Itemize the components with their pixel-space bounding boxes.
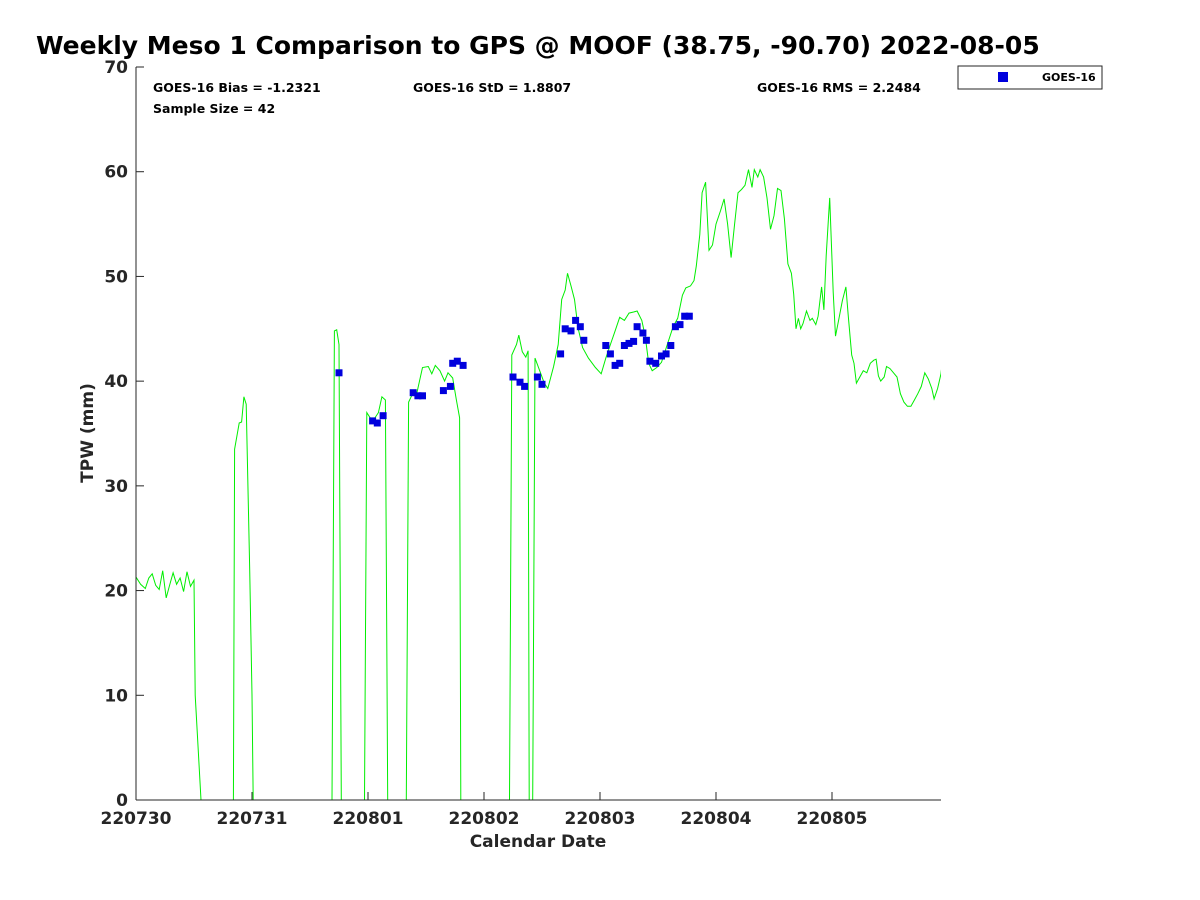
- goes16-point: [681, 312, 689, 320]
- y-tick-label: 0: [116, 791, 128, 811]
- x-tick-label: 220802: [449, 809, 520, 829]
- x-axis-label: Calendar Date: [470, 832, 607, 852]
- x-tick-label: 220804: [681, 809, 752, 829]
- goes16-point: [652, 359, 660, 367]
- goes16-point: [633, 323, 641, 331]
- series-layer: [136, 167, 941, 800]
- goes16-point: [379, 412, 387, 420]
- goes16-point: [557, 350, 565, 358]
- y-tick-label: 60: [104, 163, 128, 183]
- goes16-point: [646, 357, 654, 365]
- goes16-point: [459, 361, 467, 369]
- goes16-point: [685, 312, 693, 320]
- sample-size-stat: Sample Size = 42: [153, 101, 275, 116]
- goes16-point: [611, 361, 619, 369]
- goes16-point: [676, 321, 684, 329]
- goes16-point: [572, 316, 580, 324]
- goes16-point: [521, 382, 529, 390]
- legend-box: [957, 65, 1103, 90]
- std-stat: GOES-16 StD = 1.8807: [413, 80, 571, 95]
- goes16-point: [446, 382, 454, 390]
- goes16-point: [567, 327, 575, 335]
- legend-marker: [998, 72, 1008, 82]
- goes16-point: [606, 350, 614, 358]
- goes16-point: [616, 359, 624, 367]
- goes16-point: [538, 380, 546, 388]
- goes16-point: [335, 369, 343, 377]
- goes16-point: [369, 417, 377, 425]
- goes16-point: [509, 373, 517, 381]
- goes16-point: [662, 350, 670, 358]
- y-tick-label: 50: [104, 267, 128, 287]
- goes16-point: [658, 352, 665, 360]
- x-tick-label: 220805: [797, 809, 868, 829]
- bias-stat: GOES-16 Bias = -1.2321: [153, 80, 321, 95]
- goes16-point: [667, 342, 675, 349]
- goes16-point: [602, 342, 610, 349]
- goes16-point: [620, 342, 628, 349]
- goes16-point: [625, 339, 633, 347]
- goes16-point: [409, 389, 417, 397]
- goes16-point: [533, 373, 541, 381]
- x-tick-label: 220731: [217, 809, 288, 829]
- goes16-point: [630, 337, 638, 345]
- goes16-point: [373, 419, 381, 427]
- x-tick-label: 220730: [101, 809, 172, 829]
- tick-layer: 0 10 20 30 40 50 60 70 220730 220731 220801 220802 2…: [101, 58, 868, 829]
- y-tick-label: 20: [104, 582, 128, 602]
- goes16-point: [642, 336, 650, 344]
- chart-title: Weekly Meso 1 Comparison to GPS @ MOOF (…: [36, 31, 1040, 60]
- rms-stat: GOES-16 RMS = 2.2484: [757, 80, 921, 95]
- y-axis-label: TPW (mm): [78, 383, 98, 483]
- goes16-point: [439, 387, 447, 395]
- y-tick-label: 10: [104, 686, 128, 706]
- goes16-point: [580, 336, 588, 344]
- legend: GOES-16: [957, 65, 1103, 90]
- goes16-point: [516, 378, 524, 386]
- goes16-point: [576, 323, 584, 331]
- goes16-point: [561, 325, 569, 333]
- goes16-point: [419, 392, 426, 400]
- goes16-point: [453, 357, 461, 365]
- goes16-point: [414, 392, 422, 400]
- plot-area: [136, 67, 941, 800]
- goes16-point: [449, 359, 457, 367]
- y-tick-label: 70: [104, 58, 128, 78]
- y-tick-label: 40: [104, 372, 128, 392]
- gps-tpw-line: [136, 167, 941, 800]
- goes16-point: [639, 329, 647, 337]
- x-tick-label: 220803: [565, 809, 636, 829]
- x-tick-label: 220801: [333, 809, 404, 829]
- legend-label: GOES-16: [1042, 71, 1096, 84]
- goes16-point: [671, 323, 679, 331]
- y-tick-label: 30: [104, 477, 128, 497]
